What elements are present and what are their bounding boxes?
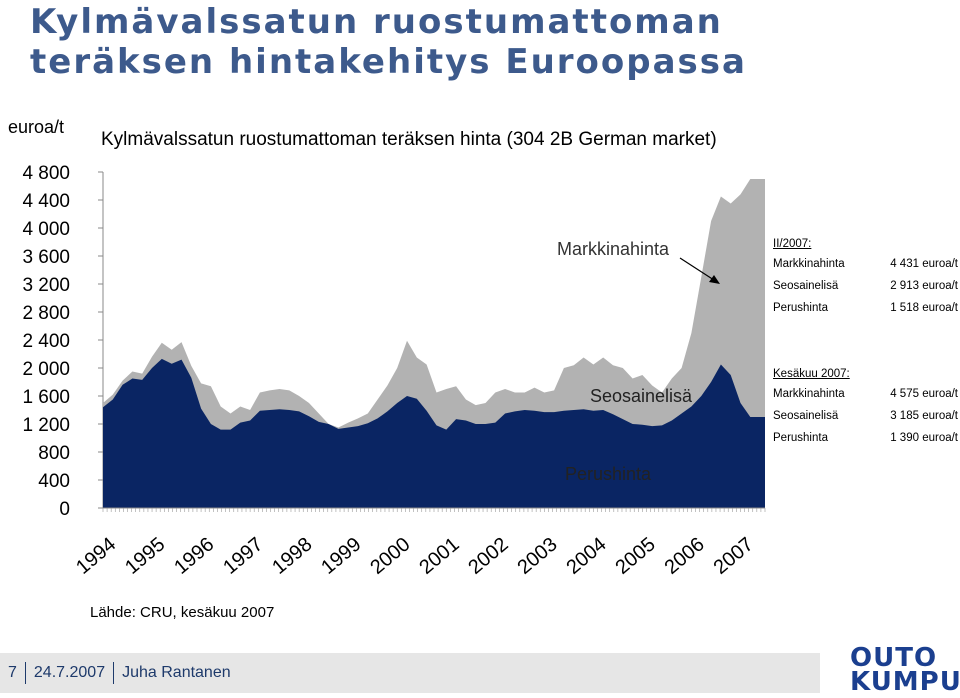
info-value: 2 913 euroa/t (890, 280, 958, 292)
y-tick-label: 4 400 (22, 191, 70, 212)
slide-title: Kylmävalssatun ruostumattoman teräksen h… (30, 2, 930, 82)
x-tick-label: 1994 (72, 533, 120, 578)
logo-line1: OUTO (850, 643, 938, 673)
x-tick-label: 2007 (710, 533, 758, 578)
x-tick-label: 2001 (415, 533, 463, 578)
x-tick-label: 1996 (170, 533, 218, 578)
slide-title-line2: teräksen hintakehitys Euroopassa (30, 42, 747, 82)
chart-areas (103, 179, 765, 508)
x-tick-label: 2003 (513, 533, 561, 578)
outokumpu-logo: OUTO KUMPU (850, 643, 960, 697)
x-axis: 1994 1995 1996 1997 1998 1999 2000 2001 2002 2003… (72, 507, 766, 579)
info-value: 1 518 euroa/t (890, 302, 958, 314)
source-note: Lähde: CRU, kesäkuu 2007 (90, 604, 275, 621)
x-tick-label: 2002 (464, 533, 512, 578)
footer-author: Juha Rantanen (122, 664, 231, 681)
footer-divider (24, 662, 26, 684)
x-tick-label: 2000 (366, 533, 414, 578)
info-row-base: Perushinta 1 518 euroa/t (773, 302, 958, 314)
x-tick-label: 1997 (219, 533, 267, 578)
info-row-market: Markkinahinta 4 431 euroa/t (773, 258, 958, 270)
footer-bar: 7 24.7.2007 Juha Rantanen (0, 653, 820, 693)
info-row-base: Perushinta 1 390 euroa/t (773, 432, 958, 444)
logo-line2: KUMPU (850, 667, 960, 697)
y-tick-label: 1 600 (22, 387, 70, 408)
footer-divider (113, 662, 115, 684)
info-value: 1 390 euroa/t (890, 432, 958, 444)
y-tick-label: 3 200 (22, 275, 70, 296)
x-tick-label: 2004 (562, 533, 610, 578)
y-tick-label: 800 (38, 443, 70, 464)
y-tick-label: 2 400 (22, 331, 70, 352)
y-axis-label: euroa/t (8, 117, 64, 137)
annotation-markkinahinta: Markkinahinta (557, 239, 670, 259)
info-row-alloy: Seosainelisä 2 913 euroa/t (773, 280, 958, 292)
footer-date: 24.7.2007 (33, 664, 106, 681)
y-axis: 0 400 800 1 200 1 600 2 000 2 400 2 800 3 200 3 6… (22, 163, 104, 520)
y-tick-label: 2 000 (22, 359, 70, 380)
x-tick-label: 2006 (661, 533, 709, 578)
annotation-arrow (679, 257, 718, 283)
info-row-market: Markkinahinta 4 575 euroa/t (773, 388, 958, 400)
y-tick-label: 1 200 (22, 415, 70, 436)
info-row-alloy: Seosainelisä 3 185 euroa/t (773, 410, 958, 422)
y-tick-label: 3 600 (22, 247, 70, 268)
info-label: Perushinta (773, 302, 828, 314)
y-tick-label: 2 800 (22, 303, 70, 324)
info-label: Seosainelisä (773, 410, 839, 422)
area-perushinta (103, 358, 765, 508)
x-tick-label: 1995 (121, 533, 169, 578)
info-header: II/2007: (773, 238, 812, 250)
slide-title-line1: Kylmävalssatun ruostumattoman (30, 2, 723, 42)
x-tick-label: 1999 (317, 533, 365, 578)
info-panel-june: Kesäkuu 2007: Markkinahinta 4 575 euroa/… (773, 368, 958, 454)
info-label: Markkinahinta (773, 388, 845, 400)
info-value: 3 185 euroa/t (890, 410, 958, 422)
annotation-arrowhead (709, 275, 720, 284)
y-tick-label: 0 (59, 499, 70, 520)
x-tick-label: 2005 (611, 533, 659, 578)
y-tick-label: 400 (38, 471, 70, 492)
page-number: 7 (8, 664, 17, 681)
info-value: 4 575 euroa/t (890, 388, 958, 400)
info-label: Seosainelisä (773, 280, 839, 292)
info-value: 4 431 euroa/t (890, 258, 958, 270)
x-tick-label: 1998 (268, 533, 316, 578)
y-tick-label: 4 000 (22, 219, 70, 240)
info-header: Kesäkuu 2007: (773, 368, 850, 380)
info-label: Perushinta (773, 432, 828, 444)
info-label: Markkinahinta (773, 258, 845, 270)
info-panel-q2: II/2007: Markkinahinta 4 431 euroa/t Seo… (773, 238, 958, 324)
annotation-perushinta: Perushinta (565, 464, 652, 484)
chart-title: Kylmävalssatun ruostumattoman teräksen h… (101, 129, 717, 150)
annotation-seosainelisa: Seosainelisä (590, 386, 693, 406)
y-tick-label: 4 800 (22, 163, 70, 184)
